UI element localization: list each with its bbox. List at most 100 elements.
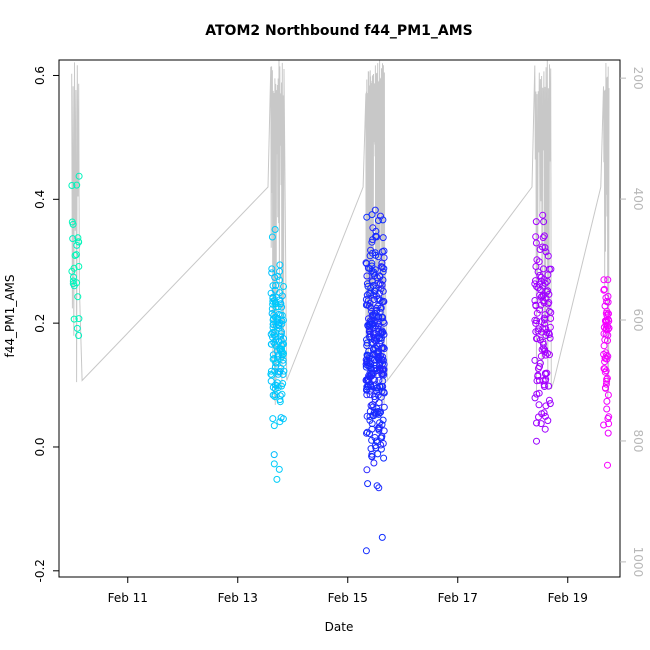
data-point (276, 311, 284, 319)
data-point (270, 311, 278, 319)
data-point (377, 304, 385, 312)
data-point (605, 420, 613, 428)
data-point (275, 322, 283, 329)
right-y-tick-label: 200 (631, 67, 645, 90)
data-point (376, 297, 384, 305)
data-point (545, 307, 553, 315)
y-tick-label: 0.2 (33, 314, 47, 333)
data-point (366, 265, 374, 273)
data-point (531, 356, 539, 364)
right-y-tick-label: 800 (631, 429, 645, 452)
data-point (366, 330, 374, 338)
data-point (378, 434, 386, 442)
data-point (533, 256, 541, 264)
data-point (269, 383, 277, 391)
x-tick-label: Feb 17 (438, 591, 478, 605)
data-point (270, 451, 278, 459)
data-point (367, 402, 375, 410)
data-point (267, 367, 275, 375)
data-point (374, 450, 382, 458)
data-point (379, 216, 387, 224)
data-point (378, 313, 386, 321)
data-point (600, 285, 608, 293)
data-point (539, 211, 547, 219)
data-point (372, 337, 380, 345)
plot-box (58, 59, 621, 578)
data-point (273, 347, 281, 355)
data-point (364, 297, 372, 305)
data-point (276, 418, 284, 426)
data-point (70, 264, 78, 272)
data-point (276, 267, 284, 275)
data-point (535, 401, 543, 409)
data-point (276, 276, 284, 284)
y-tick-label: -0.2 (33, 559, 47, 582)
data-point (603, 397, 611, 405)
data-point (273, 475, 281, 483)
data-point (375, 335, 383, 343)
data-point (603, 298, 611, 305)
data-point (604, 276, 612, 284)
data-point (532, 233, 540, 241)
data-point (378, 344, 386, 352)
data-point (546, 351, 553, 359)
data-point (68, 182, 76, 189)
data-point (372, 444, 380, 452)
data-point (544, 287, 552, 295)
data-point (369, 249, 376, 257)
data-point (545, 382, 553, 390)
data-point (536, 359, 544, 367)
data-point (371, 395, 379, 403)
data-point (603, 351, 611, 359)
data-point (604, 391, 612, 399)
points-layer (68, 172, 613, 555)
data-point (380, 403, 388, 411)
data-point (536, 271, 544, 279)
x-tick-label: Feb 19 (548, 591, 588, 605)
data-point (270, 422, 278, 430)
data-point (531, 297, 539, 304)
data-point (602, 321, 610, 329)
data-point (541, 244, 549, 252)
data-point (366, 416, 374, 424)
right-y-tick-label: 1000 (631, 547, 645, 578)
data-point (603, 405, 611, 413)
data-point (544, 252, 552, 260)
data-point (371, 319, 379, 327)
data-point (543, 369, 551, 377)
data-point (536, 291, 544, 299)
data-point (372, 437, 380, 445)
data-point (369, 311, 377, 319)
data-point (380, 254, 388, 262)
data-point (71, 252, 79, 259)
data-point (272, 303, 280, 311)
data-point (374, 217, 382, 224)
data-point (604, 325, 612, 333)
data-point (535, 389, 543, 397)
data-point (268, 265, 276, 273)
data-point (273, 379, 281, 387)
data-point (535, 258, 543, 266)
data-point (270, 460, 278, 468)
data-point (533, 419, 540, 427)
y-tick-label: 0.0 (33, 437, 47, 456)
data-point (378, 533, 386, 541)
data-point (378, 281, 386, 289)
data-point (274, 320, 282, 328)
data-point (379, 360, 387, 368)
axes-layer: Feb 11 Feb 13 Feb 15 Feb 17 Feb 19 -0.2 0.0 0.2… (33, 59, 645, 605)
data-point (280, 283, 287, 290)
data-point (600, 286, 608, 294)
data-point (363, 385, 371, 393)
data-point (272, 359, 280, 367)
data-point (375, 376, 383, 384)
data-point (376, 280, 384, 288)
chart-title: ATOM2 Northbound f44_PM1_AMS (205, 23, 472, 39)
data-point (269, 293, 277, 301)
data-point (267, 330, 275, 338)
data-point (379, 287, 387, 295)
data-point (368, 452, 376, 460)
data-point (376, 273, 384, 281)
data-point (277, 336, 285, 344)
data-point (275, 465, 283, 473)
